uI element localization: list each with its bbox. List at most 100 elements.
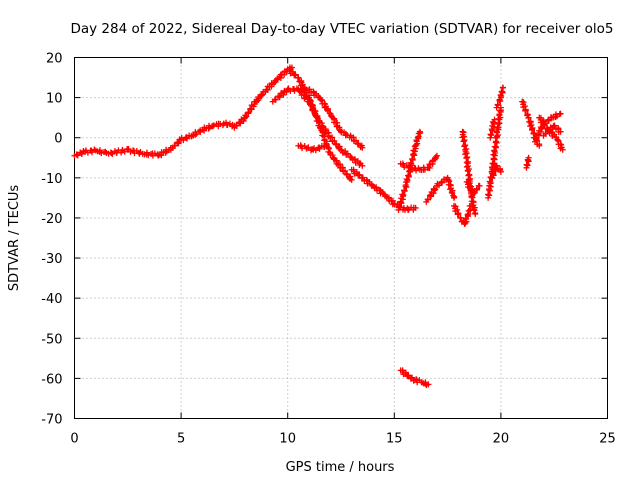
series-track-g [295, 85, 366, 151]
series-track-f [284, 66, 355, 183]
data-point [323, 142, 330, 149]
tick-labels: 0 5 10 15 20 25 -70 -60 -50 -40 -30 -20 -10 0 10 20 [41, 52, 616, 447]
series-track-c [169, 119, 238, 151]
data-point-fill [424, 196, 431, 203]
data-point-fill [292, 71, 299, 78]
data-point-fill [409, 374, 416, 381]
series-track-l [397, 367, 432, 389]
data-point [472, 210, 479, 217]
data-point-fill [405, 172, 412, 179]
data-point-fill [404, 373, 411, 380]
x-tick-label: 0 [70, 432, 78, 447]
y-tick-label: -60 [41, 372, 62, 387]
data-point-fill [493, 162, 500, 169]
data-point-fill [276, 93, 283, 100]
data-point-fill [305, 144, 312, 151]
series-track-x [536, 114, 566, 153]
data-point-fill [496, 112, 503, 119]
data-point-fill [414, 134, 421, 141]
data-point [416, 128, 423, 135]
data-point-fill [347, 153, 354, 160]
data-point-fill [464, 211, 471, 218]
data-point-fill [373, 184, 380, 191]
data-point-fill [485, 191, 492, 198]
data-point-fill [298, 86, 305, 93]
series-track-q [485, 104, 505, 201]
series-track-p [463, 178, 483, 197]
series-track-j [395, 128, 424, 213]
data-point-fill [540, 118, 547, 125]
data-point-fill [460, 138, 467, 145]
data-point-fill [523, 161, 530, 168]
data-point [412, 204, 419, 211]
x-tick-label: 5 [177, 432, 185, 447]
data-point-fill [411, 148, 418, 155]
y-tick-label: 20 [46, 52, 63, 67]
data-point-fill [529, 126, 536, 133]
data-point [491, 116, 498, 123]
data-point-fill [291, 72, 298, 79]
data-point-fill [324, 106, 331, 113]
data-point-fill [408, 156, 415, 163]
data-point-fill [487, 131, 494, 138]
data-point-fill [432, 186, 439, 193]
y-tick-label: -20 [41, 212, 62, 227]
data-point-fill [183, 135, 190, 142]
data-point-fill [312, 113, 319, 120]
y-tick-label: -70 [41, 413, 62, 428]
series-track-m [423, 174, 458, 205]
data-point-fill [242, 112, 249, 119]
data-point-fill [306, 86, 313, 93]
data-point-fill [272, 96, 279, 103]
data-point-fill [258, 92, 265, 99]
y-tick-label: 0 [54, 132, 62, 147]
data-point-fill [233, 122, 240, 129]
data-point [359, 144, 366, 151]
data-point-fill [491, 143, 498, 150]
data-point-fill [439, 179, 446, 186]
series-track-a [71, 146, 110, 159]
data-point-fill [457, 214, 464, 221]
grid [74, 57, 608, 419]
data-point-fill [108, 149, 115, 156]
data-point-fill [311, 109, 318, 116]
data-point [557, 110, 564, 117]
data-point-fill [321, 104, 328, 111]
data-point [450, 194, 457, 201]
data-point-fill [551, 122, 558, 129]
data-point-fill [498, 88, 505, 95]
y-tick-label: 10 [46, 92, 63, 107]
data-point-fill [533, 135, 540, 142]
data-point-fill [317, 124, 324, 131]
data-point-fill [295, 74, 302, 81]
data-point-fill [455, 210, 462, 217]
data-point-fill [98, 150, 105, 157]
data-point-fill [354, 140, 361, 147]
data-point-fill [545, 117, 552, 124]
data-point-fill [333, 141, 340, 148]
series-track-b [105, 144, 176, 159]
data-point-fill [470, 206, 477, 213]
data-point-fill [280, 91, 287, 98]
data-point-fill [210, 122, 217, 129]
data-point-fill [497, 107, 504, 114]
data-point-fill [172, 142, 179, 149]
data-point-fill [448, 189, 455, 196]
data-point-fill [494, 101, 501, 108]
data-point-fill [344, 150, 351, 157]
data-point-fill [102, 148, 109, 155]
data-point-fill [490, 171, 497, 178]
x-axis-label: GPS time / hours [286, 460, 395, 475]
series-track-y [540, 122, 564, 139]
data-point-fill [541, 121, 548, 128]
data-point [284, 86, 291, 93]
data-point [497, 168, 504, 175]
data-point [536, 142, 543, 149]
y-tick-label: -50 [41, 332, 62, 347]
data-point-fill [464, 167, 471, 174]
x-tick-label: 25 [599, 432, 616, 447]
ticks [74, 57, 608, 419]
series-track-d [231, 64, 295, 131]
data-point-fill [400, 192, 407, 199]
